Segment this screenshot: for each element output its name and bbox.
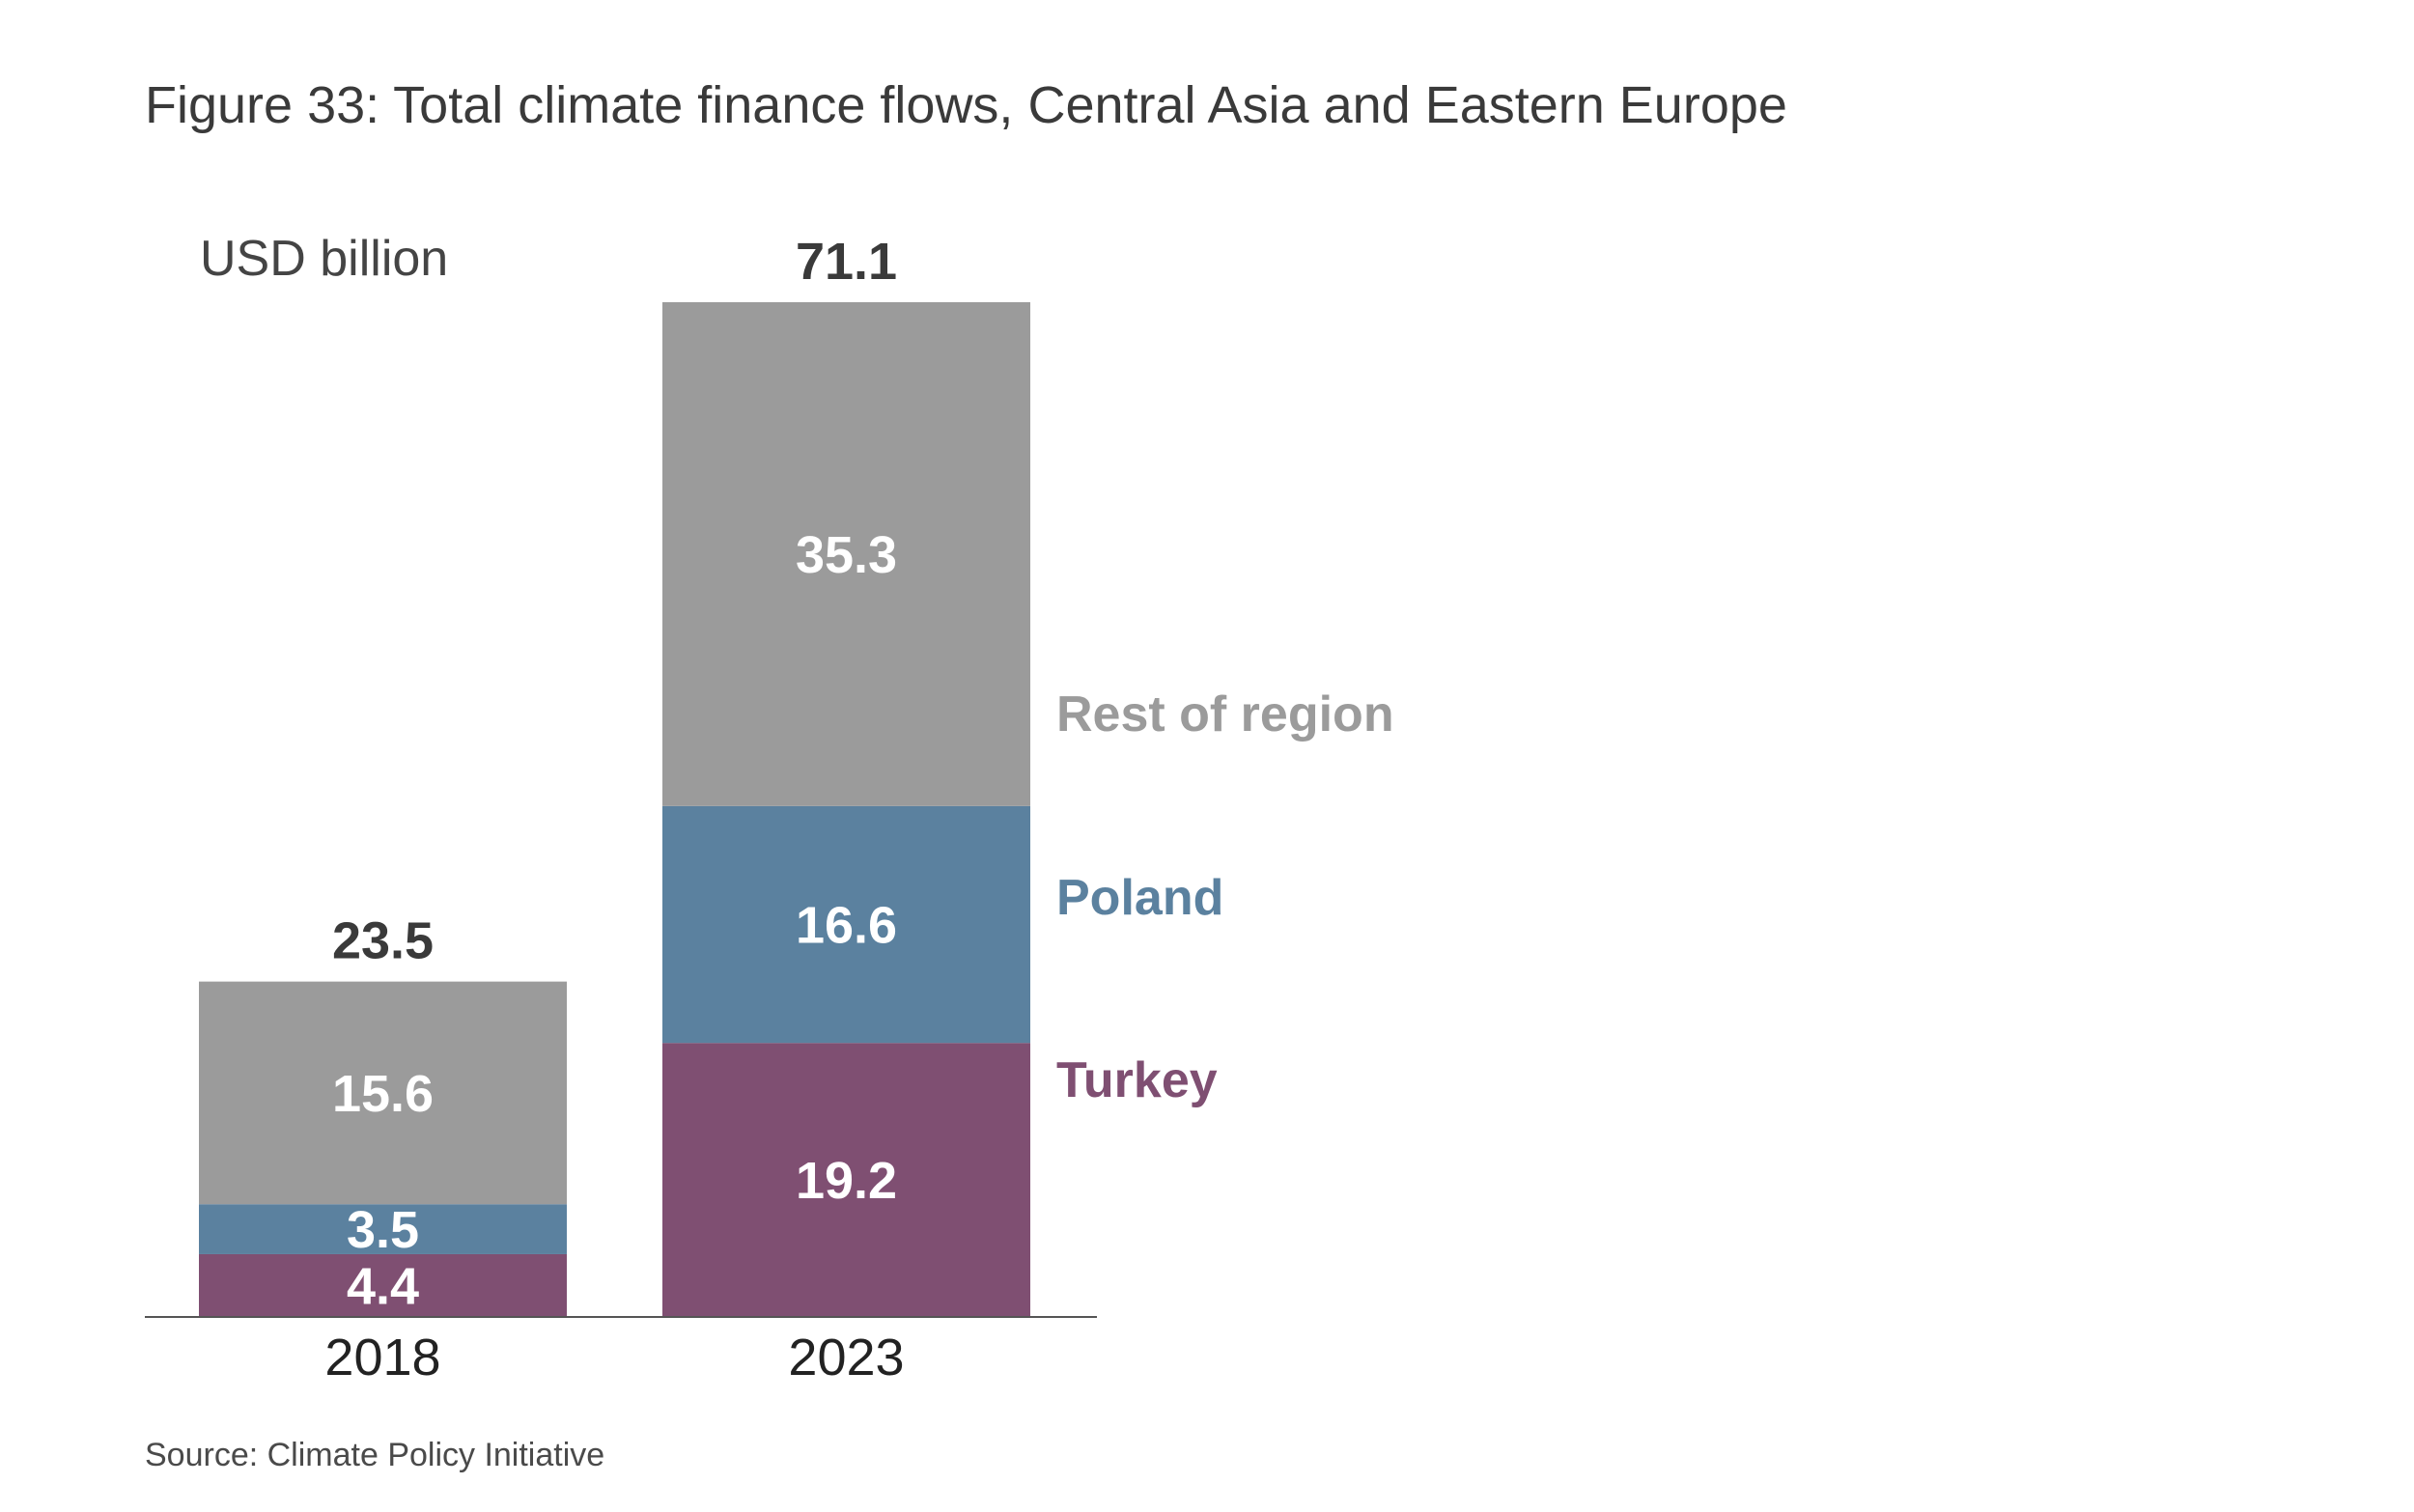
source-note: Source: Climate Policy Initiative (145, 1437, 605, 1473)
data-label-2023-turkey: 19.2 (796, 1152, 897, 1210)
y-axis-unit-label: USD billion (200, 231, 448, 287)
data-label-2023-poland: 16.6 (796, 896, 897, 954)
data-label-2018-poland: 3.5 (347, 1201, 419, 1259)
x-tick-2023: 2023 (788, 1329, 904, 1386)
bars-group: 4.43.5 15.6 23.5 19.2 16.6 35.3 71.1 (199, 233, 1030, 1317)
bar-2018-rest-of-region (199, 981, 567, 1205)
x-axis-ticks: 2018 2023 (324, 1329, 904, 1386)
legend: Turkey Poland Rest of region (1056, 686, 1394, 1108)
bar-2023-poland (662, 805, 1030, 1044)
legend-turkey: Turkey (1056, 1052, 1218, 1108)
bar-2023-rest-of-region (662, 302, 1030, 806)
bar-2023-turkey (662, 1043, 1030, 1317)
x-tick-2018: 2018 (324, 1329, 440, 1386)
data-label-2018-turkey: 4.4 (347, 1257, 419, 1315)
bar-2018-poland (199, 1204, 567, 1254)
legend-rest-of-region: Rest of region (1056, 686, 1394, 742)
total-label-2023: 71.1 (796, 233, 897, 291)
data-label-2018-rest-of-region: 15.6 (332, 1065, 434, 1123)
bar-2018-turkey (199, 1253, 567, 1317)
legend-poland: Poland (1056, 870, 1223, 926)
chart-title: Figure 33: Total climate finance flows, … (145, 76, 1787, 134)
total-label-2018: 23.5 (332, 912, 434, 970)
data-label-2023-rest-of-region: 35.3 (796, 526, 897, 584)
